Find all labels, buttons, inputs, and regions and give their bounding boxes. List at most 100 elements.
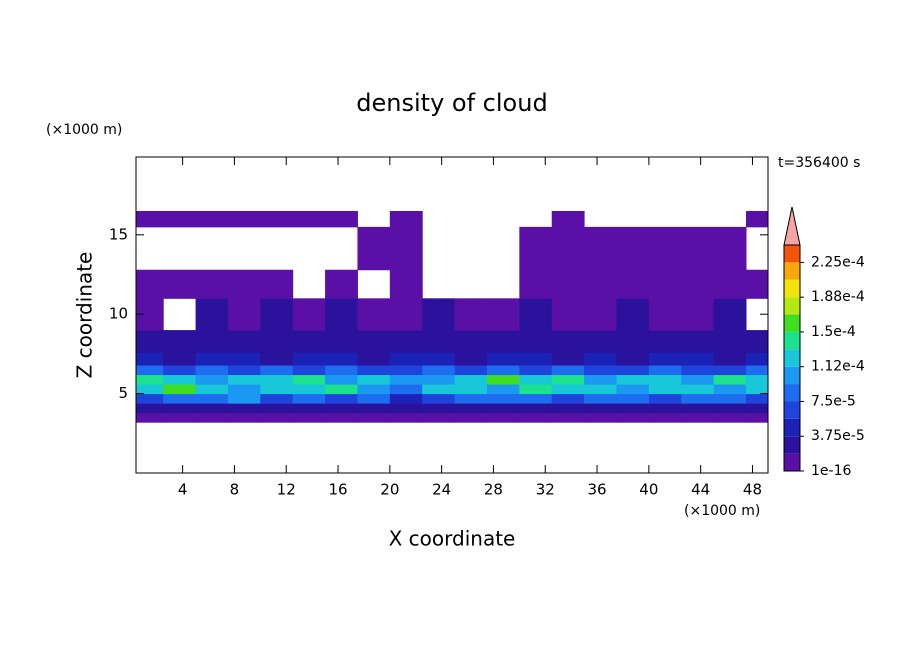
field-cell <box>227 210 261 228</box>
field-cell <box>745 412 768 423</box>
field-cell <box>163 210 197 228</box>
y-axis-title: Z coordinate <box>73 252 97 379</box>
field-cell <box>584 269 617 299</box>
field-cell <box>163 330 197 353</box>
field-cell <box>551 412 585 423</box>
field-cell <box>163 269 197 299</box>
field-cell <box>486 298 520 331</box>
field-cell <box>713 269 747 299</box>
field-cell <box>292 374 326 385</box>
field-cell <box>389 298 423 331</box>
field-cell <box>389 393 423 404</box>
colorbar-tick-label: 3.75e-5 <box>811 428 865 444</box>
field-cell <box>389 210 423 228</box>
field-cell <box>713 226 747 271</box>
colorbar-band <box>784 349 800 367</box>
field-cell <box>292 210 326 228</box>
field-cell <box>292 412 326 423</box>
field-cell <box>551 226 585 271</box>
plot-frame <box>135 156 769 474</box>
field-cell <box>648 365 682 376</box>
field-cell <box>422 384 456 395</box>
field-cell <box>713 298 747 331</box>
field-cell <box>292 393 326 404</box>
field-cell <box>486 384 520 395</box>
field-cell <box>389 226 423 271</box>
field-cell <box>163 393 197 404</box>
field-cell <box>681 298 715 331</box>
field-cell <box>745 393 768 404</box>
field-cell <box>454 330 488 353</box>
field-cell <box>519 298 553 331</box>
field-cell <box>163 374 197 385</box>
field-cell <box>195 330 229 353</box>
x-tick-label: 4 <box>178 481 188 499</box>
field-cell <box>357 226 391 271</box>
field-cell <box>454 412 488 423</box>
field-cell <box>648 403 682 414</box>
field-cell <box>681 393 715 404</box>
field-cell <box>584 374 617 385</box>
x-tick-label: 8 <box>230 481 240 499</box>
field-cell <box>648 412 682 423</box>
field-cell <box>713 365 747 376</box>
field-cell <box>648 352 682 366</box>
field-cell <box>713 384 747 395</box>
chart-title: density of cloud <box>356 89 547 117</box>
field-cell <box>648 226 682 271</box>
field-cell <box>357 412 391 423</box>
field-cell <box>648 298 682 331</box>
field-cell <box>584 226 617 271</box>
field-cell <box>551 330 585 353</box>
colorbar-tick-label: 1.5e-4 <box>811 324 856 340</box>
x-tick-label: 48 <box>743 481 762 499</box>
field-cell <box>519 412 553 423</box>
field-cell <box>681 403 715 414</box>
field-cell <box>422 374 456 385</box>
field-cell <box>136 365 164 376</box>
field-cell <box>325 374 358 385</box>
field-cell <box>486 403 520 414</box>
field-cell <box>584 403 617 414</box>
field-cell <box>389 330 423 353</box>
field-cell <box>648 393 682 404</box>
field-cell <box>357 393 391 404</box>
field-cell <box>195 210 229 228</box>
field-cell <box>260 412 294 423</box>
field-cell <box>163 365 197 376</box>
field-cell <box>136 269 164 299</box>
y-tick-label: 5 <box>118 384 128 402</box>
field-cell <box>486 393 520 404</box>
field-cell <box>325 412 358 423</box>
colorbar-band <box>784 453 800 471</box>
field-cell <box>325 393 358 404</box>
field-cell <box>136 412 164 423</box>
field-cell <box>454 374 488 385</box>
field-cell <box>195 384 229 395</box>
field-cell <box>136 393 164 404</box>
colorbar-band <box>784 331 800 350</box>
field-cell <box>551 403 585 414</box>
field-cell <box>519 352 553 366</box>
field-cell <box>163 412 197 423</box>
field-cell <box>616 374 650 385</box>
field-cell <box>454 403 488 414</box>
field-cell <box>519 393 553 404</box>
field-cell <box>422 330 456 353</box>
field-cell <box>681 384 715 395</box>
field-cell <box>260 330 294 353</box>
field-cell <box>389 269 423 299</box>
field-cell <box>486 374 520 385</box>
y-tick-label: 10 <box>109 305 128 323</box>
field-cell <box>195 403 229 414</box>
field-cell <box>486 412 520 423</box>
field-cell <box>551 298 585 331</box>
x-tick-label: 16 <box>328 481 347 499</box>
field-cell <box>616 384 650 395</box>
field-cell <box>681 269 715 299</box>
field-cell <box>136 330 164 353</box>
field-cell <box>681 226 715 271</box>
field-cell <box>454 298 488 331</box>
field-cell <box>195 269 229 299</box>
